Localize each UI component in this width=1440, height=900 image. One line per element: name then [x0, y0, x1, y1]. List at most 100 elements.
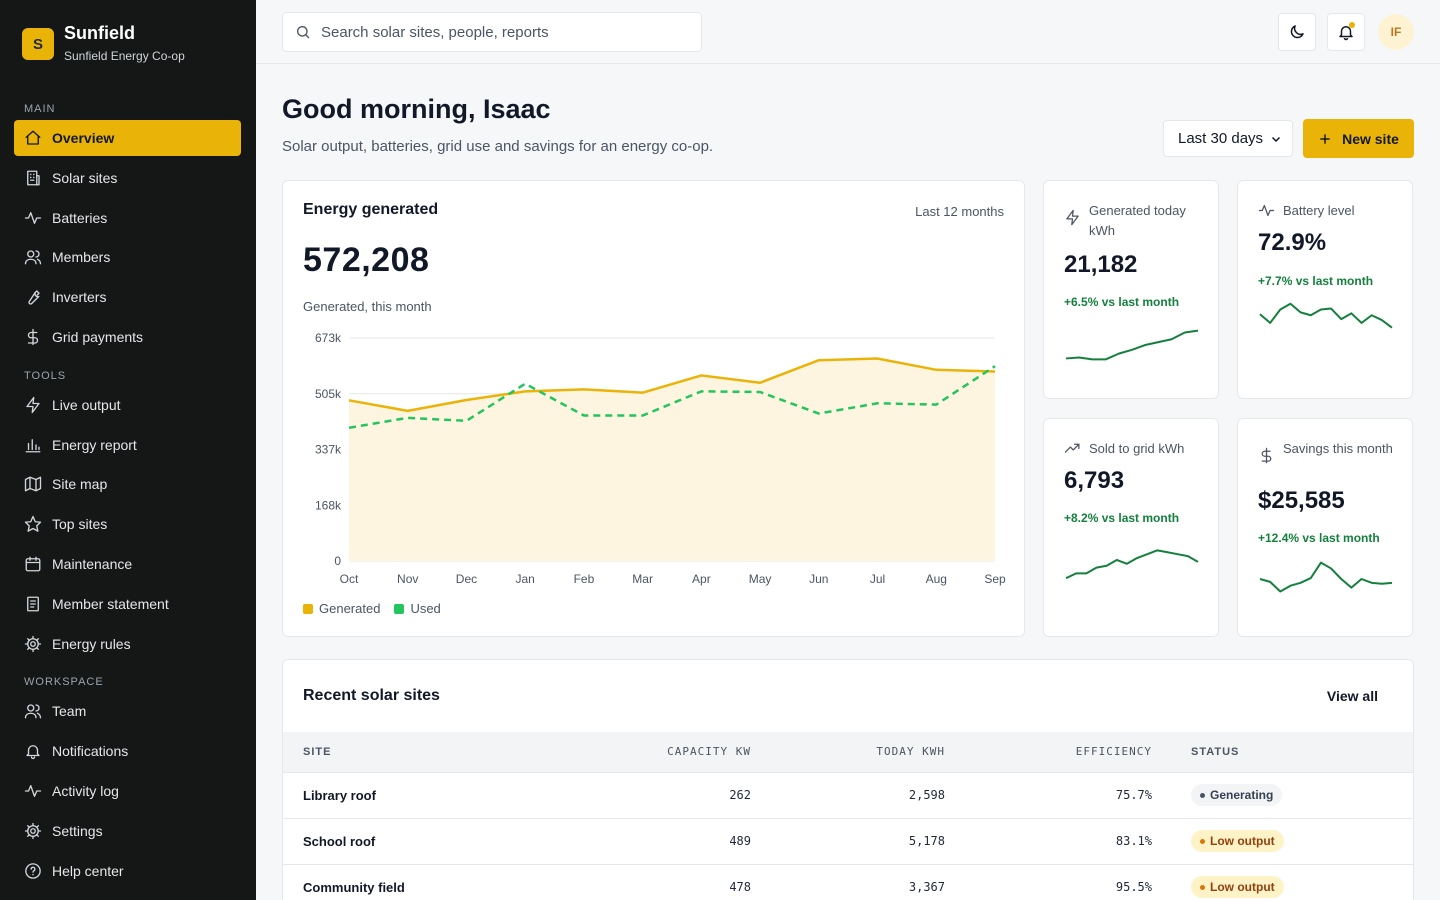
brand-logo: S [22, 28, 54, 60]
brand[interactable]: S Sunfield Sunfield Energy Co-op [22, 22, 185, 63]
sidebar-item-overview[interactable]: Overview [14, 120, 241, 156]
column-header-site[interactable]: SITE [303, 745, 332, 758]
y-tick-label: 0 [334, 554, 341, 568]
zap-icon [26, 396, 40, 413]
sidebar-item-live-output[interactable]: Live output [14, 387, 241, 423]
search-input[interactable] [321, 23, 681, 41]
sidebar-item-label: Settings [52, 822, 103, 839]
sidebar-item-site-map[interactable]: Site map [14, 466, 241, 502]
gear-icon [24, 635, 42, 652]
sidebar-item-label: Activity log [52, 782, 119, 799]
column-header-today[interactable]: TODAY KWH [876, 745, 945, 759]
sidebar-item-members[interactable]: Members [14, 239, 241, 275]
sidebar-item-settings[interactable]: Settings [14, 813, 241, 849]
column-header-status[interactable]: STATUS [1191, 745, 1240, 758]
table-header-row: SITE CAPACITY KW TODAY KWH EFFICIENCY ST… [283, 732, 1413, 772]
x-tick-label: Jul [870, 572, 885, 586]
kpi-header: Battery level [1258, 201, 1398, 221]
kpi-card-sold-to-grid: Sold to grid kWh 6,793 +8.2% vs last month [1043, 418, 1219, 637]
topbar: IF [256, 0, 1440, 64]
date-range-value: Last 30 days [1178, 130, 1264, 147]
help-circle-icon [25, 862, 41, 879]
nav-section-title: WORKSPACE [24, 676, 104, 689]
sidebar-item-solar-sites[interactable]: Solar sites [14, 160, 241, 196]
activity-icon [1258, 204, 1275, 217]
energy-chart: 0 168k 337k 505k 673k Oct Nov Dec Jan Feb Mar Apr Ma… [315, 331, 1006, 586]
nav-section-title: TOOLS [24, 369, 67, 382]
status-badge: Low output [1191, 830, 1284, 852]
y-tick-label: 337k [315, 443, 342, 457]
kpi-card-battery-level: Battery level 72.9% +7.7% vs last month [1237, 180, 1413, 399]
energy-total-value: 572,208 [303, 241, 430, 279]
wrench-icon [28, 290, 40, 305]
cell-today: 3,367 [908, 880, 945, 895]
sidebar-item-notifications[interactable]: Notifications [14, 733, 241, 769]
sidebar-item-label: Member statement [52, 595, 169, 612]
new-site-button[interactable]: New site [1303, 119, 1414, 158]
sidebar-item-batteries[interactable]: Batteries [14, 200, 241, 236]
search-icon [297, 26, 310, 39]
sparkline [1259, 302, 1393, 329]
cell-efficiency: 95.5% [1115, 880, 1152, 895]
theme-toggle-button[interactable] [1278, 13, 1316, 51]
gear-icon [24, 822, 42, 839]
kpi-value: 72.9% [1258, 229, 1327, 256]
sidebar-item-activity-log[interactable]: Activity log [14, 773, 241, 809]
x-tick-label: Jun [809, 572, 828, 586]
avatar[interactable]: IF [1378, 14, 1414, 50]
sidebar-item-help-center[interactable]: Help center [14, 853, 241, 889]
view-all-link[interactable]: View all [1326, 688, 1378, 704]
generated-series-line [348, 357, 996, 413]
notifications-button[interactable] [1327, 13, 1365, 51]
kpi-value: $25,585 [1258, 487, 1345, 514]
sidebar-nav: MAIN Overview Solar sites Batteries Members I… [14, 96, 241, 896]
sidebar-item-inverters[interactable]: Inverters [14, 279, 241, 315]
legend-item-used[interactable]: Used [394, 601, 441, 616]
cell-today: 5,178 [908, 834, 945, 848]
cell-capacity: 489 [729, 834, 751, 848]
bell-icon [1339, 26, 1353, 41]
sidebar-item-top-sites[interactable]: Top sites [14, 506, 241, 542]
activity-icon [24, 211, 42, 224]
brand-name: Sunfield [64, 23, 135, 43]
search-box[interactable] [282, 12, 702, 52]
trending-up-icon [1064, 443, 1080, 453]
sidebar-item-team[interactable]: Team [14, 693, 241, 729]
sidebar-item-label: Top sites [52, 516, 108, 533]
cell-site: Community field [303, 879, 405, 895]
column-header-efficiency[interactable]: EFFICIENCY [1075, 745, 1152, 759]
sidebar: S Sunfield Sunfield Energy Co-op MAIN Ove… [0, 0, 256, 900]
x-tick-label: Aug [926, 572, 947, 586]
kpi-header: Generated today kWh [1064, 201, 1204, 241]
used-series-line [348, 365, 996, 430]
sidebar-item-member-statement[interactable]: Member statement [14, 586, 241, 622]
kpi-header: Savings this month [1258, 439, 1398, 464]
table-row[interactable]: Library roof 262 2,598 75.7% Generating [283, 772, 1413, 818]
sidebar-item-energy-rules[interactable]: Energy rules [14, 626, 241, 662]
column-header-capacity[interactable]: CAPACITY KW [667, 745, 751, 759]
sidebar-item-energy-report[interactable]: Energy report [14, 427, 241, 463]
kpi-value: 6,793 [1064, 467, 1125, 494]
legend-item-generated[interactable]: Generated [303, 601, 380, 616]
card-title: Energy generated [303, 201, 439, 218]
sidebar-item-maintenance[interactable]: Maintenance [14, 546, 241, 582]
generated-area [349, 358, 995, 561]
sidebar-item-label: Solar sites [52, 169, 118, 186]
kpi-delta: +7.7% vs last month [1258, 274, 1374, 288]
sparkline [1065, 549, 1199, 580]
sidebar-item-grid-payments[interactable]: Grid payments [14, 319, 241, 355]
table-row[interactable]: School roof 489 5,178 83.1% Low output [283, 818, 1413, 864]
sidebar-item-label: Overview [52, 130, 115, 146]
plus-icon [1320, 133, 1330, 144]
table-row[interactable]: Community field 478 3,367 95.5% Low output [283, 864, 1413, 900]
kpi-card-generated-today: Generated today kWh 21,182 +6.5% vs last m… [1043, 180, 1219, 399]
date-range-select[interactable]: Last 30 days [1163, 120, 1293, 157]
kpi-card-savings: Savings this month $25,585 +12.4% vs last … [1237, 418, 1413, 637]
x-tick-label: Sep [984, 572, 1006, 586]
sparkline [1259, 561, 1393, 593]
y-tick-label: 168k [315, 498, 342, 512]
cell-today: 2,598 [908, 788, 945, 802]
page-title: Good morning, Isaac [282, 94, 551, 124]
sparkline-chart [1065, 549, 1199, 580]
recent-sites-card: Recent solar sites View all SITE CAPACIT… [282, 659, 1414, 900]
